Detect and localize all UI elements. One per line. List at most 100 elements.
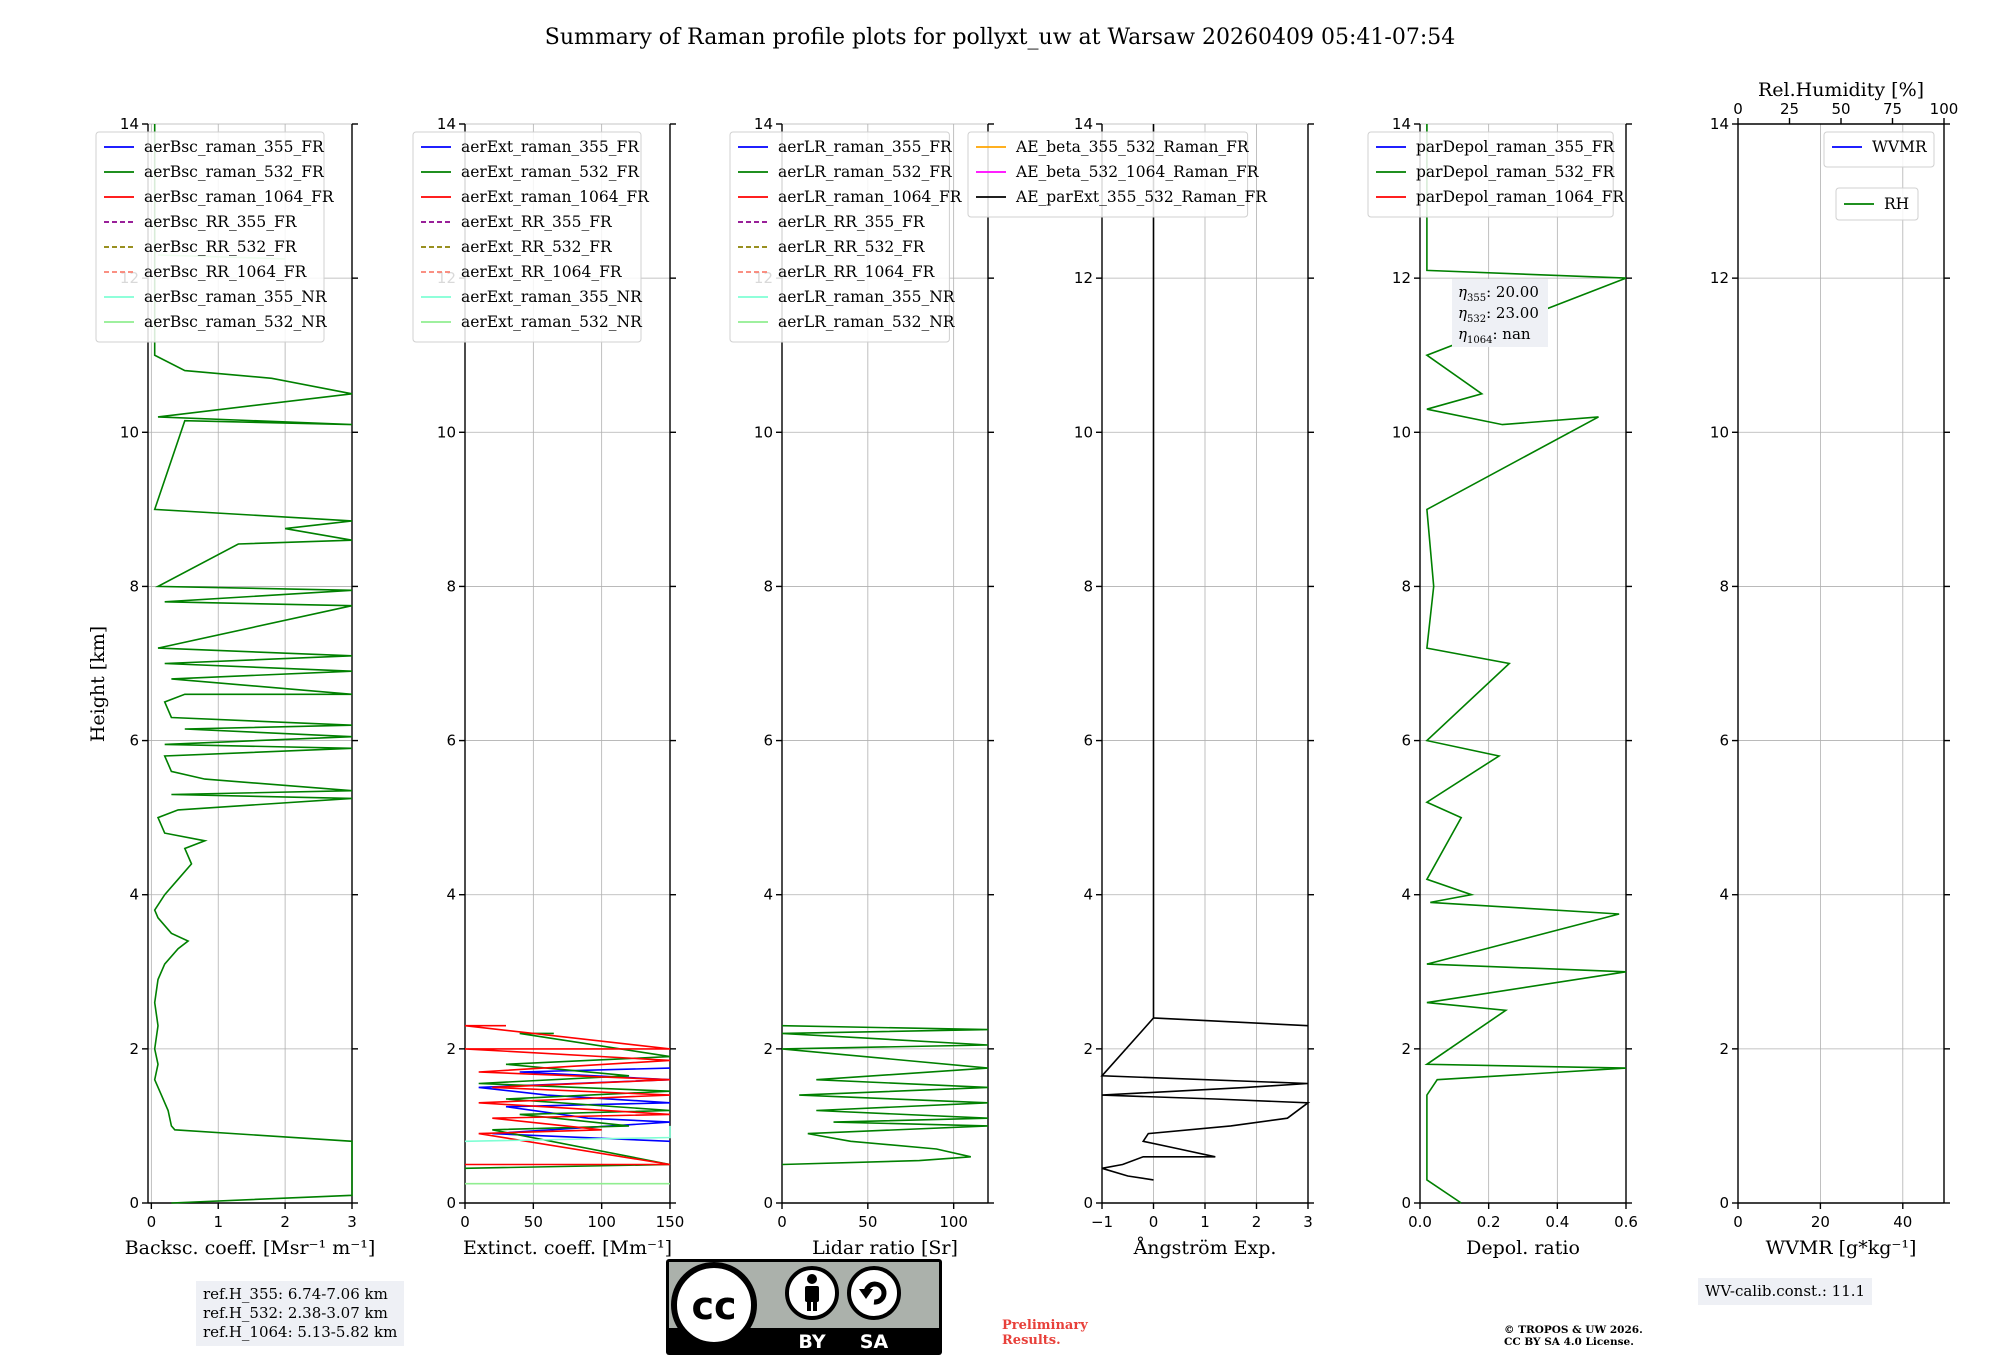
preliminary-line-2: Results.: [1002, 1333, 1061, 1348]
wv-calibration-box: WV-calib.const.: 11.1: [1698, 1278, 1873, 1305]
x-tick-label: 0.6: [1614, 1213, 1638, 1231]
y-tick-label: 14: [1710, 115, 1729, 133]
y-tick-label: 6: [129, 732, 139, 750]
y-tick-label: 2: [1401, 1040, 1411, 1058]
legend-entry: aerBsc_raman_355_NR: [144, 288, 328, 306]
series-line-aerBsc_raman_532_FR: [153, 124, 353, 1204]
legend-entry: aerLR_RR_532_FR: [778, 238, 926, 256]
eta-1064: η1064: nan: [1458, 325, 1531, 346]
y-tick-label: 2: [763, 1040, 773, 1058]
top-tick-label: 0: [1733, 100, 1743, 118]
top-axis-label: Rel.Humidity [%]: [1758, 79, 1924, 101]
y-tick-label: 14: [120, 115, 139, 133]
y-tick-label: 12: [1392, 269, 1411, 287]
legend-entry: aerLR_raman_532_NR: [778, 313, 956, 331]
x-tick-label: 100: [939, 1213, 968, 1231]
series-line-aerExt_raman_532_FR: [464, 1032, 671, 1170]
legend-entry: aerLR_raman_1064_FR: [778, 188, 963, 206]
legend-entry: aerBsc_raman_1064_FR: [144, 188, 335, 206]
top-tick-label: 75: [1883, 100, 1902, 118]
wv-calibration-constant: WV-calib.const.: 11.1: [1705, 1282, 1866, 1300]
legend-entry: aerExt_raman_532_FR: [461, 163, 640, 181]
y-tick-label: 6: [446, 732, 456, 750]
copyright-notice: © TROPOS & UW 2026. CC BY SA 4.0 License…: [1504, 1324, 1643, 1348]
series-line-AE_parExt_355_532_Raman_FR: [1100, 124, 1311, 1181]
x-tick-label: 50: [524, 1213, 543, 1231]
legend-box: [729, 131, 950, 343]
x-axis-label: Backsc. coeff. [Msr⁻¹ m⁻¹]: [125, 1237, 376, 1259]
legend-box: [412, 131, 642, 343]
x-tick-label: 2: [280, 1213, 290, 1231]
legend-entry: AE_parExt_355_532_Raman_FR: [1015, 188, 1268, 206]
legend-entry: aerBsc_raman_532_NR: [144, 313, 328, 331]
legend: AE_beta_355_532_Raman_FR AE_beta_532_1064…: [967, 131, 1268, 218]
y-tick-label: 6: [1401, 732, 1411, 750]
copyright-line-2: CC BY SA 4.0 License.: [1504, 1336, 1634, 1348]
x-axis-label: Depol. ratio: [1466, 1237, 1580, 1259]
legend-entry: aerBsc_raman_355_FR: [144, 138, 325, 156]
x-tick-label: 100: [587, 1213, 616, 1231]
y-tick-label: 0: [1083, 1194, 1093, 1212]
y-tick-label: 4: [129, 886, 139, 904]
figure-title: Summary of Raman profile plots for polly…: [545, 25, 1455, 50]
legend-entry: aerExt_raman_532_NR: [461, 313, 643, 331]
x-tick-label: 0.0: [1408, 1213, 1432, 1231]
series-line-aerLR_raman_532_FR: [781, 1024, 989, 1166]
by-attribution-icon: [785, 1266, 839, 1320]
legend-entry: aerBsc_raman_532_FR: [144, 163, 325, 181]
x-tick-label: 20: [1811, 1213, 1830, 1231]
y-tick-label: 4: [1719, 886, 1729, 904]
y-tick-label: 2: [129, 1040, 139, 1058]
legend-entry: aerExt_RR_355_FR: [461, 213, 613, 231]
legend-entry: aerLR_raman_532_FR: [778, 163, 953, 181]
y-tick-label: 12: [1074, 269, 1093, 287]
x-tick-label: 3: [1303, 1213, 1313, 1231]
y-tick-label: 10: [1074, 423, 1093, 441]
legend-entry: WVMR: [1872, 138, 1928, 156]
x-axis-label: Ångström Exp.: [1133, 1237, 1277, 1259]
x-tick-label: 0: [460, 1213, 470, 1231]
x-tick-label: 0: [1733, 1213, 1743, 1231]
legend-entry: aerBsc_RR_532_FR: [144, 238, 298, 256]
y-tick-label: 2: [1083, 1040, 1093, 1058]
y-tick-label: 10: [1710, 423, 1729, 441]
panels: 024681012140123Backsc. coeff. [Msr⁻¹ m⁻¹…: [95, 79, 1959, 1259]
legend-entry: aerExt_raman_355_NR: [461, 288, 643, 306]
y-tick-label: 8: [446, 577, 456, 595]
legend-entry: AE_beta_355_532_Raman_FR: [1015, 138, 1250, 156]
y-tick-label: 14: [1074, 115, 1093, 133]
y-tick-label: 0: [1401, 1194, 1411, 1212]
x-axis-label: WVMR [g*kg⁻¹]: [1766, 1237, 1917, 1259]
y-tick-label: 8: [763, 577, 773, 595]
legend-box: [95, 131, 325, 343]
eta-355: η355: 20.00: [1458, 283, 1539, 304]
x-tick-label: 0: [1149, 1213, 1159, 1231]
x-tick-label: 2: [1252, 1213, 1262, 1231]
x-tick-label: −1: [1091, 1213, 1113, 1231]
legend-entry: parDepol_raman_532_FR: [1416, 163, 1616, 181]
preliminary-line-1: Preliminary: [1002, 1318, 1088, 1333]
eta-532: η532: 23.00: [1458, 304, 1539, 325]
x-tick-label: 3: [347, 1213, 357, 1231]
legend-box-rh: [1835, 187, 1919, 221]
panel-5: 0 2 4 6 8 10 12 14 0.0 0.2 0.4 0.6 Depol. ratio parDe…: [1367, 115, 1638, 1259]
legend-entry: aerLR_RR_1064_FR: [778, 263, 936, 281]
x-tick-label: 0.2: [1477, 1213, 1501, 1231]
cc-license-badge: cc BY SA: [666, 1259, 942, 1355]
y-tick-label: 0: [446, 1194, 456, 1212]
top-tick-label: 100: [1930, 100, 1959, 118]
panel-2: 02468101214050100150Extinct. coeff. [Mm⁻…: [412, 115, 684, 1259]
y-tick-label: 10: [120, 423, 139, 441]
x-tick-label: 0: [777, 1213, 787, 1231]
share-alike-icon: [847, 1266, 901, 1320]
x-tick-label: 0: [147, 1213, 157, 1231]
y-tick-label: 0: [763, 1194, 773, 1212]
x-tick-label: 50: [858, 1213, 877, 1231]
series-line-aerExt_raman_1064_FR: [464, 1024, 671, 1166]
x-axis-label: Extinct. coeff. [Mm⁻¹]: [463, 1237, 672, 1259]
y-tick-label: 6: [1083, 732, 1093, 750]
legend-entry: aerLR_raman_355_NR: [778, 288, 956, 306]
legend: parDepol_raman_355_FR parDepol_raman_532_…: [1367, 131, 1625, 218]
